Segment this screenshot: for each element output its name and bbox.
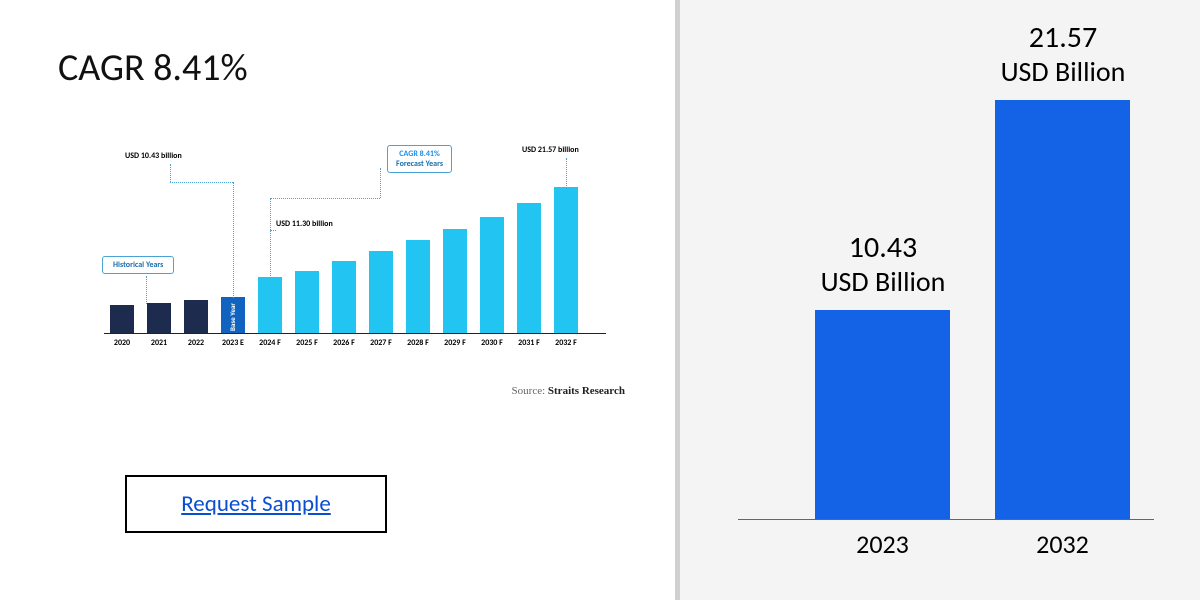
cagr-heading: CAGR 8.41% xyxy=(58,45,248,91)
cagr-box-line2: Forecast Years xyxy=(396,159,443,169)
callout-line xyxy=(170,182,233,183)
callout-2024-value: USD 11.30 billion xyxy=(276,220,333,229)
comparison-bar-chart: 20232032 10.43USD Billion21.57USD Billio… xyxy=(680,0,1200,600)
bar xyxy=(443,229,467,333)
left-panel: CAGR 8.41% 2020202120222023 E2024 F2025 … xyxy=(0,0,675,600)
callout-line xyxy=(170,164,171,182)
value-number: 10.43 xyxy=(793,230,973,265)
chart-source: Source: Straits Research xyxy=(512,385,625,397)
value-label: 21.57USD Billion xyxy=(973,20,1153,88)
bar xyxy=(480,217,504,333)
bar xyxy=(295,271,319,333)
value-label: 10.43USD Billion xyxy=(793,230,973,298)
chart-plot-area xyxy=(110,158,600,333)
bar xyxy=(406,240,430,333)
chart-plot-area xyxy=(760,100,1140,520)
callout-2032-value: USD 21.57 billion xyxy=(522,146,579,155)
x-tick-label: 2028 F xyxy=(400,338,436,348)
x-tick-label: 2025 F xyxy=(289,338,325,348)
right-panel: 20232032 10.43USD Billion21.57USD Billio… xyxy=(680,0,1200,600)
x-tick-label: 2030 F xyxy=(474,338,510,348)
callout-line xyxy=(270,198,271,278)
x-axis xyxy=(104,333,606,334)
x-tick-label: 2023 xyxy=(815,528,950,560)
bar xyxy=(184,300,208,333)
callout-line xyxy=(270,198,380,199)
x-tick-label: 2022 xyxy=(178,338,214,348)
x-tick-label: 2020 xyxy=(104,338,140,348)
value-number: 21.57 xyxy=(973,20,1153,55)
x-axis-labels: 2020202120222023 E2024 F2025 F2026 F2027… xyxy=(110,338,600,358)
x-tick-label: 2023 E xyxy=(215,338,251,348)
base-year-label: Base Year xyxy=(228,303,237,331)
x-tick-label: 2021 xyxy=(141,338,177,348)
x-tick-label: 2031 F xyxy=(511,338,547,348)
cagr-forecast-box: CAGR 8.41% Forecast Years xyxy=(387,145,452,173)
bar xyxy=(554,187,578,333)
x-tick-label: 2032 F xyxy=(548,338,584,348)
x-axis xyxy=(738,519,1154,520)
forecast-bar-chart: 2020202120222023 E2024 F2025 F2026 F2027… xyxy=(110,158,600,373)
request-sample-button[interactable]: Request Sample xyxy=(125,475,387,533)
x-tick-label: 2029 F xyxy=(437,338,473,348)
bar xyxy=(332,261,356,333)
bar xyxy=(815,310,950,520)
bar xyxy=(147,303,171,333)
value-unit: USD Billion xyxy=(793,265,973,298)
request-sample-label: Request Sample xyxy=(181,490,331,518)
x-tick-label: 2027 F xyxy=(363,338,399,348)
x-tick-label: 2026 F xyxy=(326,338,362,348)
bar xyxy=(995,100,1130,520)
bar xyxy=(517,203,541,333)
bar xyxy=(110,305,134,333)
bar xyxy=(258,277,282,333)
x-tick-label: 2032 xyxy=(995,528,1130,560)
value-unit: USD Billion xyxy=(973,55,1153,88)
source-value: Straits Research xyxy=(548,385,625,397)
callout-2023-value: USD 10.43 billion xyxy=(125,152,182,161)
x-tick-label: 2024 F xyxy=(252,338,288,348)
callout-line xyxy=(566,158,567,188)
historical-years-box: Historical Years xyxy=(102,256,174,274)
source-label: Source: xyxy=(512,385,546,397)
callout-line xyxy=(380,168,381,198)
callout-line xyxy=(233,182,234,298)
cagr-box-line1: CAGR 8.41% xyxy=(396,149,443,159)
bar xyxy=(369,251,393,333)
callout-line xyxy=(146,276,147,304)
